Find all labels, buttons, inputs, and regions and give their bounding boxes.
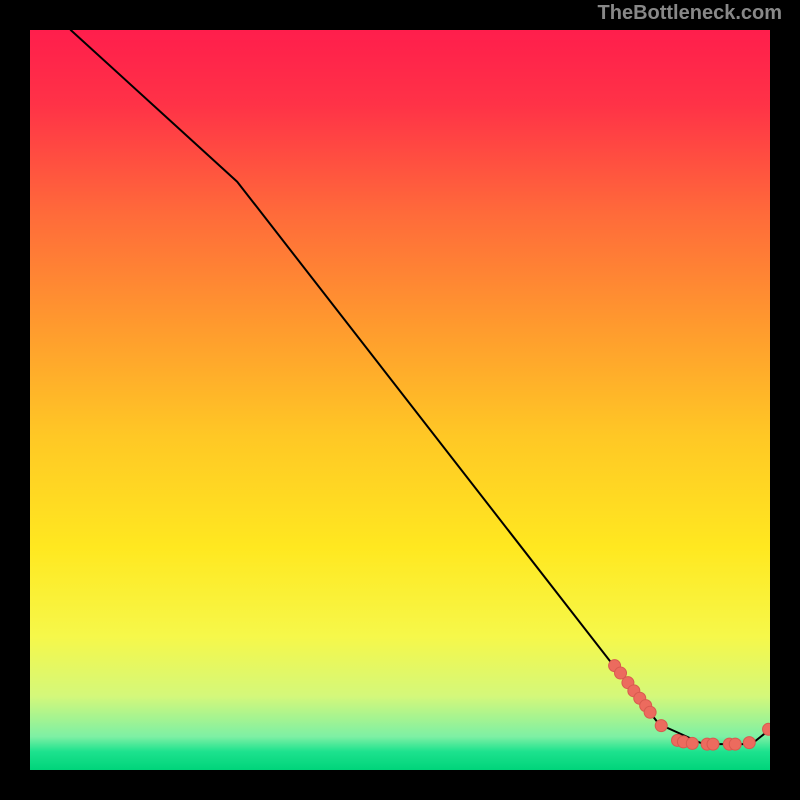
data-marker — [686, 737, 698, 749]
data-marker — [743, 737, 755, 749]
plot-area — [30, 30, 770, 770]
chart-svg — [30, 30, 770, 770]
watermark-text: TheBottleneck.com — [598, 2, 782, 25]
chart-container: TheBottleneck.com — [0, 0, 800, 800]
data-marker — [655, 720, 667, 732]
data-marker — [644, 706, 656, 718]
data-marker — [707, 738, 719, 750]
data-marker — [763, 723, 770, 735]
gradient-background — [30, 30, 770, 770]
data-marker — [729, 738, 741, 750]
